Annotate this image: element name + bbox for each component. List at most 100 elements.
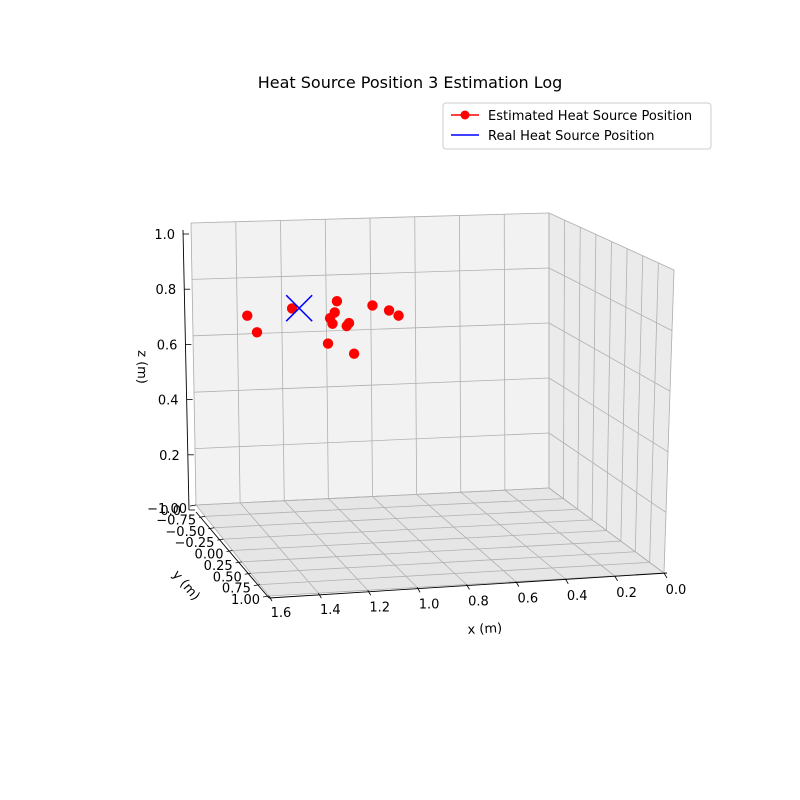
- estimated-position-point: [383, 305, 395, 316]
- z-grid-wall: [190, 212, 550, 224]
- y-tick-mark: [217, 538, 224, 541]
- x-grid-wall: [414, 216, 418, 495]
- z-tick-label: 1.0: [154, 228, 175, 243]
- y-grid-wall: [620, 248, 628, 542]
- y-tick-label: 0.50: [213, 570, 242, 585]
- y-grid-wall: [649, 262, 659, 563]
- z-tick-label: 0.6: [157, 338, 178, 353]
- x-grid-wall: [503, 214, 506, 491]
- grid-lines: [190, 212, 675, 597]
- z-tick-label: 0.4: [158, 394, 179, 409]
- y-grid-floor: [214, 508, 578, 529]
- x-tick-label: 0.2: [616, 586, 637, 601]
- y-tick-label: 0.25: [204, 559, 233, 574]
- x-tick-label: 0.6: [518, 592, 539, 607]
- legend: Estimated Heat Source Position Real Heat…: [442, 102, 712, 150]
- y-grid-wall: [634, 255, 644, 552]
- legend-estimated-label: Estimated Heat Source Position: [488, 109, 692, 124]
- estimated-position-point: [327, 318, 338, 329]
- y-tick-mark: [235, 561, 242, 564]
- y-tick-label: 1.00: [231, 593, 260, 608]
- x-tick-mark: [564, 578, 569, 584]
- z-axis-line: [182, 229, 190, 511]
- estimated-position-point: [331, 295, 343, 307]
- estimated-position-point: [286, 303, 298, 314]
- z-grid-side: [548, 377, 669, 453]
- y-tick-label: −0.25: [175, 536, 215, 551]
- legend-box: [442, 102, 712, 150]
- real-position-stroke: [285, 294, 313, 322]
- y-tick-label: −1.00: [147, 502, 187, 517]
- y-tick-label: −0.50: [165, 525, 205, 540]
- y-tick-mark: [262, 595, 270, 598]
- estimated-position-point: [242, 310, 253, 321]
- x-tick-mark: [466, 584, 470, 590]
- z-grid-wall: [193, 377, 550, 393]
- x-tick-label: 1.6: [271, 606, 292, 621]
- y-grid-floor: [223, 519, 593, 540]
- y-grid-floor: [259, 561, 650, 586]
- x-tick-label: 1.4: [320, 603, 341, 618]
- estimated-position-point: [348, 348, 360, 359]
- x-tick-label: 1.0: [419, 597, 440, 612]
- x-tick-label: 0.0: [666, 583, 687, 598]
- x-grid-wall: [280, 220, 285, 501]
- z-grid-side: [548, 487, 665, 574]
- chart-title: Heat Source Position 3 Estimation Log: [258, 73, 563, 92]
- x-tick-label: 0.4: [567, 589, 588, 604]
- y-tick-mark: [226, 550, 233, 552]
- z-axis-label: z (m): [134, 350, 150, 384]
- y-grid-wall: [562, 220, 566, 499]
- x-axis-line: [268, 572, 668, 599]
- y-grid-floor: [241, 540, 621, 563]
- z-grid-wall: [195, 487, 550, 506]
- real-position-marker: [285, 294, 313, 322]
- y-tick-mark: [244, 572, 251, 575]
- x-grid-wall: [235, 221, 241, 503]
- estimated-position-point: [393, 310, 404, 321]
- y-grid-wall: [577, 227, 581, 510]
- z-tick-label: 0.0: [160, 504, 181, 519]
- y-grid-floor: [205, 498, 564, 517]
- x-grid-wall: [369, 217, 373, 497]
- y-tick-label: 0.00: [195, 548, 224, 563]
- y-tick-label: −0.75: [156, 513, 196, 528]
- tick-labels: 0.00.20.40.60.81.01.21.41.6−1.00−0.75−0.…: [147, 228, 686, 621]
- legend-real-label: Real Heat Source Position: [488, 129, 655, 144]
- x-tick-mark: [515, 581, 520, 587]
- x-tick-mark: [614, 575, 618, 582]
- x-tick-mark: [663, 572, 668, 579]
- x-tick-mark: [416, 587, 421, 593]
- x-tick-mark: [367, 590, 372, 596]
- estimated-position-point: [251, 327, 263, 338]
- x-tick-mark: [268, 595, 273, 602]
- y-tick-mark: [253, 584, 260, 587]
- z-grid-side: [548, 322, 671, 392]
- estimated-position-point: [322, 338, 334, 349]
- y-grid-floor: [250, 551, 636, 574]
- data-marks: [242, 294, 404, 359]
- x-tick-label: 1.2: [369, 600, 390, 615]
- y-tick-mark: [208, 527, 215, 530]
- y-tick-label: 0.75: [222, 582, 251, 597]
- y-grid-wall: [606, 241, 612, 531]
- z-grid-wall: [191, 267, 550, 280]
- x-axis-label: x (m): [467, 621, 502, 638]
- z-grid-side: [548, 267, 673, 331]
- z-grid-wall: [194, 432, 550, 449]
- estimated-position-point: [341, 320, 352, 332]
- y-tick-mark: [189, 504, 197, 507]
- x-grid-wall: [324, 219, 329, 499]
- z-grid-side: [548, 432, 667, 513]
- x-tick-mark: [318, 592, 322, 599]
- y-grid-wall: [591, 234, 597, 520]
- z-tick-label: 0.2: [159, 449, 180, 464]
- legend-estimated-marker: [460, 110, 470, 120]
- y-axis-label: y (m): [169, 568, 203, 604]
- y-grid-wall: [663, 269, 675, 574]
- z-tick-label: 0.8: [156, 283, 177, 298]
- y-grid-floor: [232, 530, 607, 551]
- axis-lines: [182, 229, 668, 599]
- y-axis-line: [195, 511, 270, 599]
